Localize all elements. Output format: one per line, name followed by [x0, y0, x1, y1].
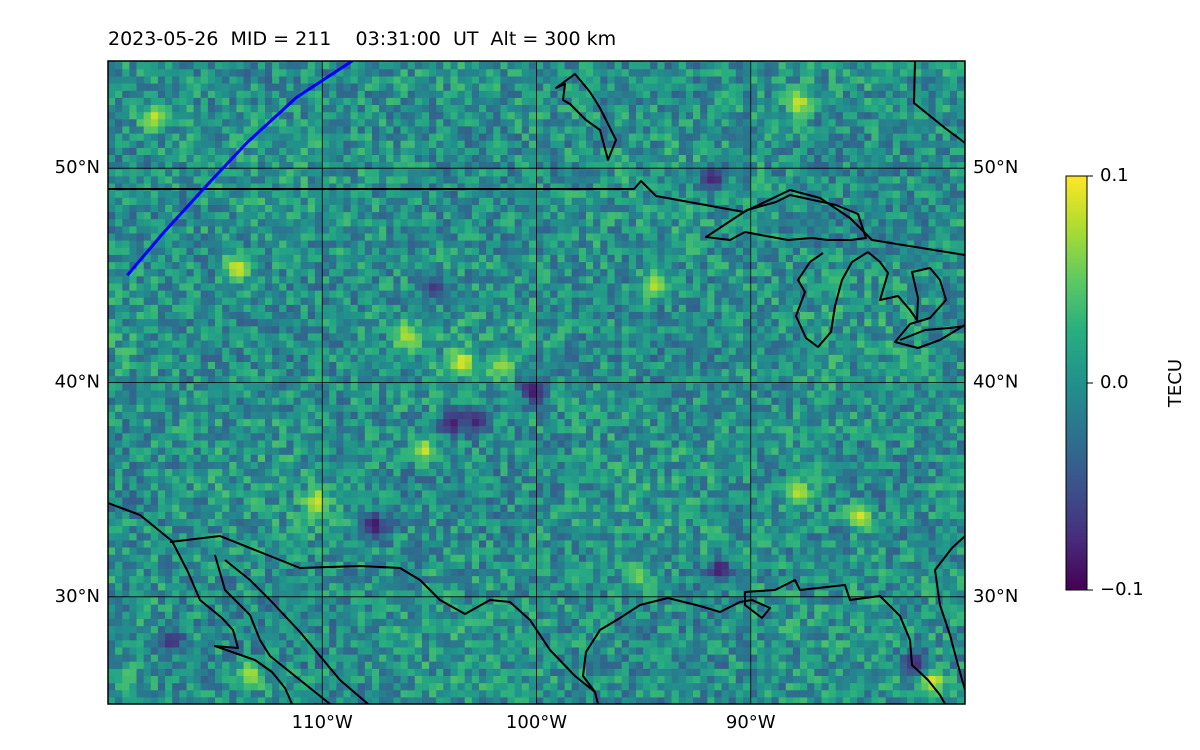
- florida-east-coast: [934, 535, 965, 691]
- coastlines: [108, 61, 965, 704]
- lake-michigan-outline: [795, 251, 869, 348]
- lon-label: 90°W: [726, 712, 776, 733]
- lon-label: 100°W: [506, 712, 567, 733]
- lat-label-right: 40°N: [973, 372, 1018, 393]
- lat-label-left: 50°N: [55, 157, 100, 178]
- lat-label-right: 50°N: [973, 157, 1018, 178]
- colorbar: 0.1 0.0 −0.1 TECU: [1065, 165, 1186, 600]
- colorbar-gradient: [1065, 175, 1088, 591]
- lake-huron-outline: [867, 251, 965, 349]
- gulf-of-california-coast: [214, 554, 331, 704]
- lat-label-left: 40°N: [55, 372, 100, 393]
- map-gridlines: [108, 61, 965, 704]
- lake-superior-outline: [705, 194, 867, 241]
- mexico-mainland-coast: [224, 559, 369, 704]
- gulf-coast: [582, 579, 946, 704]
- baja-coastline: [108, 502, 293, 704]
- colorbar-tick-label: 0.0: [1100, 372, 1129, 393]
- lake-erie-outline: [899, 325, 965, 341]
- lat-label-left: 30°N: [55, 586, 100, 607]
- lon-label: 110°W: [292, 712, 353, 733]
- hudson-bay-coast: [913, 61, 965, 144]
- colorbar-tick-label: −0.1: [1100, 579, 1144, 600]
- axis-tick-labels: 30°N 30°N 40°N 40°N 50°N 50°N 110°W 100°W 90°W: [55, 157, 1019, 733]
- map-title: 2023-05-26 MID = 211 03:31:00 UT Alt = 3…: [108, 28, 617, 50]
- us-canada-border: [108, 180, 965, 256]
- lat-label-right: 30°N: [973, 586, 1018, 607]
- colorbar-tick-label: 0.1: [1100, 165, 1129, 186]
- us-mexico-border: [169, 535, 599, 704]
- map-frame: [107, 60, 966, 705]
- tec-heatmap: [108, 61, 965, 704]
- satellite-track-line: [126, 61, 354, 277]
- james-bay-outline: [555, 73, 617, 161]
- colorbar-ticks: 0.1 0.0 −0.1: [1087, 165, 1144, 600]
- colorbar-label: TECU: [1165, 359, 1186, 408]
